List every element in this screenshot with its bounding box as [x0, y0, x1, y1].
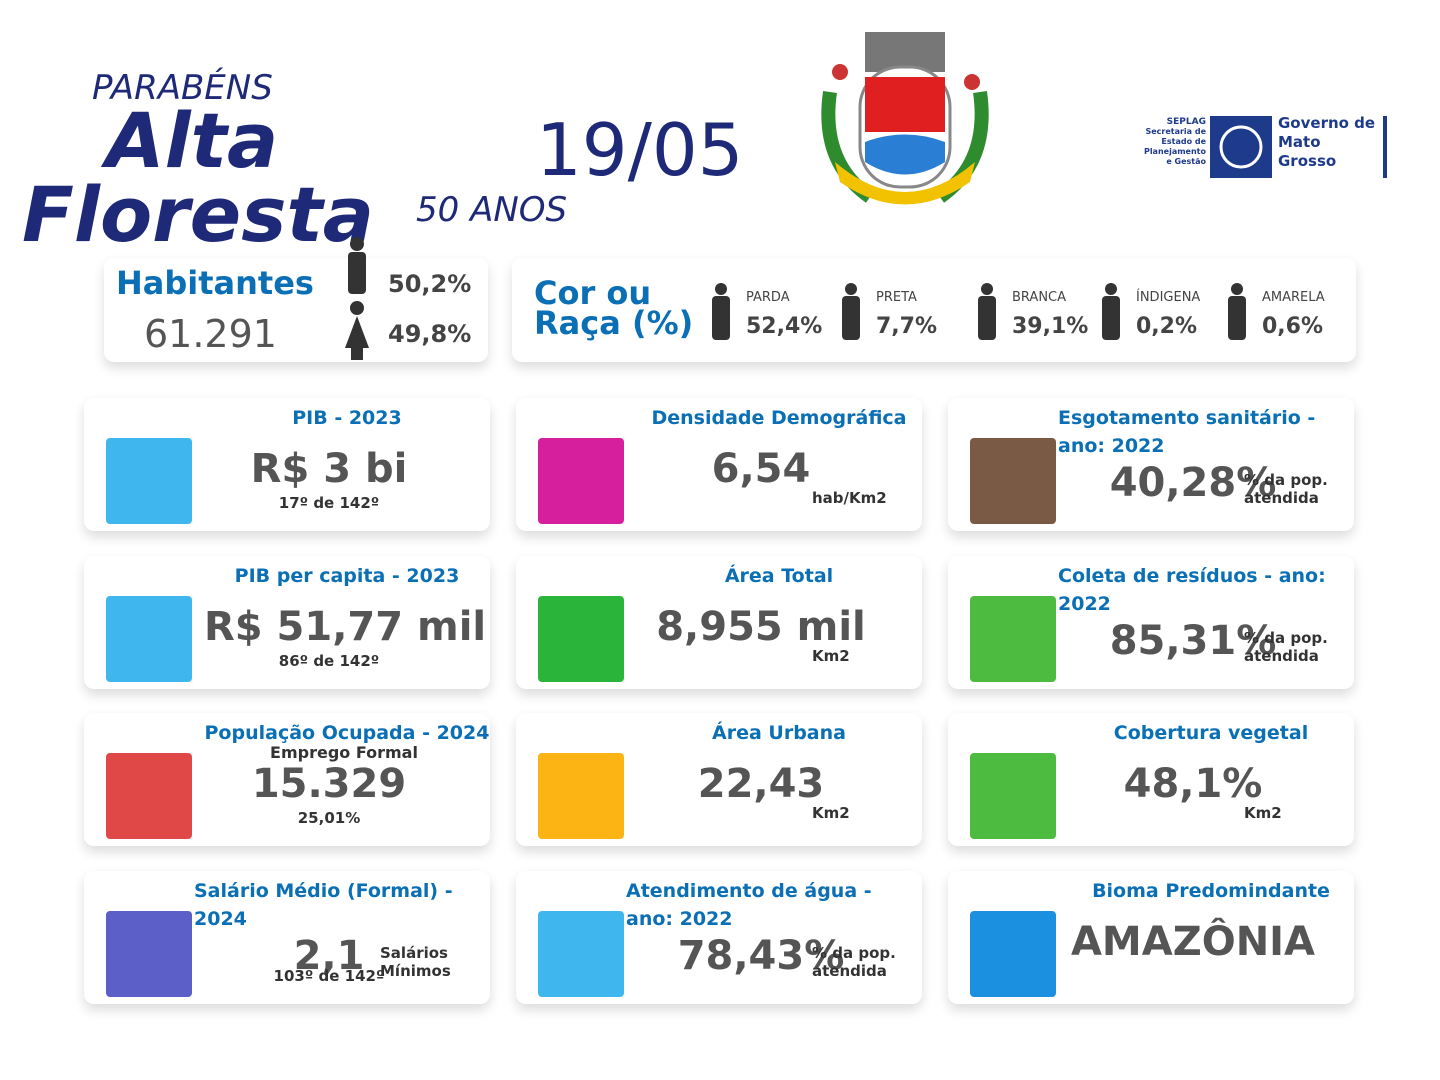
card-title: PIB - 2023 [292, 407, 402, 429]
card-value: 85,31% [1109, 618, 1277, 664]
coat-of-arms [821, 32, 989, 205]
card-title: Área Total [724, 565, 834, 587]
race-value: 39,1% [1012, 314, 1089, 339]
card-unit: Salários Mínimos [380, 944, 451, 980]
card-value: 40,28% [1109, 460, 1277, 506]
card-unit: Km2 [812, 804, 850, 822]
card-title: Esgotamento sanitário - ano: 2022 [1058, 407, 1316, 457]
card-value: 6,54 [711, 446, 811, 492]
card-icon [538, 911, 624, 997]
card-icon [970, 438, 1056, 524]
card-value: AMAZÔNIA [1070, 919, 1316, 965]
person-icon [1102, 283, 1120, 340]
card-value: 2,1 [293, 933, 365, 979]
population-label: Habitantes [116, 264, 314, 302]
person-icon [1228, 283, 1246, 340]
card-icon [970, 753, 1056, 839]
stat-card: Salário Médio (Formal) - 2024 2,1 Salários… [84, 871, 490, 1004]
card-sub: 25,01% [297, 809, 361, 827]
card-icon [106, 753, 192, 839]
stat-card: Atendimento de água - ano: 2022 78,43%% d… [516, 871, 922, 1004]
card-value: 22,43 [697, 761, 825, 807]
race-label: AMARELA [1262, 290, 1325, 305]
person-icon [712, 283, 730, 340]
card-value: R$ 3 bi [250, 446, 408, 492]
city-name: Alta Floresta [22, 96, 375, 259]
race-value: 0,2% [1136, 314, 1198, 339]
card-icon [106, 596, 192, 682]
race-value: 52,4% [746, 314, 823, 339]
agency-name: Secretaria de Estado de Planejamento e G… [1143, 127, 1206, 166]
female-share: 49,8% [388, 320, 472, 348]
race-title: Cor ou Raça (%) [534, 274, 694, 342]
card-title: PIB per capita - 2023 [234, 565, 460, 587]
greeting: PARABÉNS [92, 68, 273, 108]
card-value: 8,955 mil [656, 604, 866, 650]
card-icon [538, 438, 624, 524]
card-sub: 103º de 142º [273, 967, 385, 985]
stat-card: Densidade Demográfica 6,54 hab/Km2 [516, 398, 922, 531]
card-value: R$ 51,77 mil [204, 604, 487, 650]
card-value: 15.329 [251, 761, 407, 807]
card-title: População Ocupada - 2024 [204, 722, 490, 744]
stat-card: PIB - 2023 R$ 3 bi 17º de 142º [84, 398, 490, 531]
stat-card: Área Total 8,955 mil Km2 [516, 556, 922, 689]
card-title: Coleta de resíduos - ano: 2022 [1058, 565, 1326, 615]
male-share: 50,2% [388, 270, 472, 298]
date: 19/05 [536, 108, 744, 192]
stat-card: Área Urbana 22,43 Km2 [516, 713, 922, 846]
card-icon [106, 911, 192, 997]
government: Governo de Mato Grosso [1278, 114, 1376, 170]
agency: SEPLAG [1167, 117, 1206, 127]
stat-card: Esgotamento sanitário - ano: 2022 40,28%%… [948, 398, 1354, 531]
card-title: Cobertura vegetal [1113, 722, 1309, 744]
card-unit: hab/Km2 [812, 489, 887, 507]
card-icon [538, 596, 624, 682]
card-title: Área Urbana [712, 722, 846, 744]
card-sub: 86º de 142º [278, 652, 380, 670]
race-label: PRETA [876, 290, 917, 305]
card-title: Bioma Predomindante [1092, 880, 1330, 902]
population-box: Habitantes 61.291 50,2% 49,8% [104, 237, 488, 362]
card-note: Emprego Formal [270, 743, 418, 762]
card-title: Salário Médio (Formal) - 2024 [194, 880, 453, 930]
card-unit: Km2 [812, 647, 850, 665]
stat-card: Coleta de resíduos - ano: 2022 85,31%% da… [948, 556, 1354, 689]
card-icon [106, 438, 192, 524]
person-icon [842, 283, 860, 340]
gender-icons [345, 237, 369, 360]
government-logo: SEPLAG Secretaria de Estado de Planejame… [1143, 114, 1387, 178]
stat-card: Bioma Predomindante AMAZÔNIA [948, 871, 1354, 1004]
population-value: 61.291 [144, 312, 277, 356]
race-label: PARDA [746, 290, 790, 305]
card-icon [970, 911, 1056, 997]
person-icon [978, 283, 996, 340]
card-title: Densidade Demográfica [651, 407, 907, 429]
card-unit: % da pop. atendida [812, 944, 896, 980]
stat-card: Cobertura vegetal 48,1% Km2 [948, 713, 1354, 846]
race-label: BRANCA [1012, 290, 1067, 305]
card-unit: % da pop. atendida [1244, 629, 1328, 665]
card-title: Atendimento de água - ano: 2022 [626, 880, 872, 930]
race-value: 7,7% [876, 314, 938, 339]
card-icon [970, 596, 1056, 682]
card-value: 48,1% [1123, 761, 1263, 807]
card-unit: Km2 [1244, 804, 1282, 822]
anniversary: 50 ANOS [416, 190, 568, 230]
race-box: Cor ou Raça (%) PARDA 52,4% PRETA 7,7% BRANC… [512, 258, 1356, 362]
card-sub: 17º de 142º [278, 494, 380, 512]
race-value: 0,6% [1262, 314, 1324, 339]
card-icon [538, 753, 624, 839]
race-label: ÍNDIGENA [1136, 290, 1201, 305]
stat-card: PIB per capita - 2023 R$ 51,77 mil 86º de … [84, 556, 490, 689]
card-unit: % da pop. atendida [1244, 471, 1328, 507]
stat-card: População Ocupada - 2024 Emprego Formal 15… [84, 713, 490, 846]
card-value: 78,43% [677, 933, 845, 979]
